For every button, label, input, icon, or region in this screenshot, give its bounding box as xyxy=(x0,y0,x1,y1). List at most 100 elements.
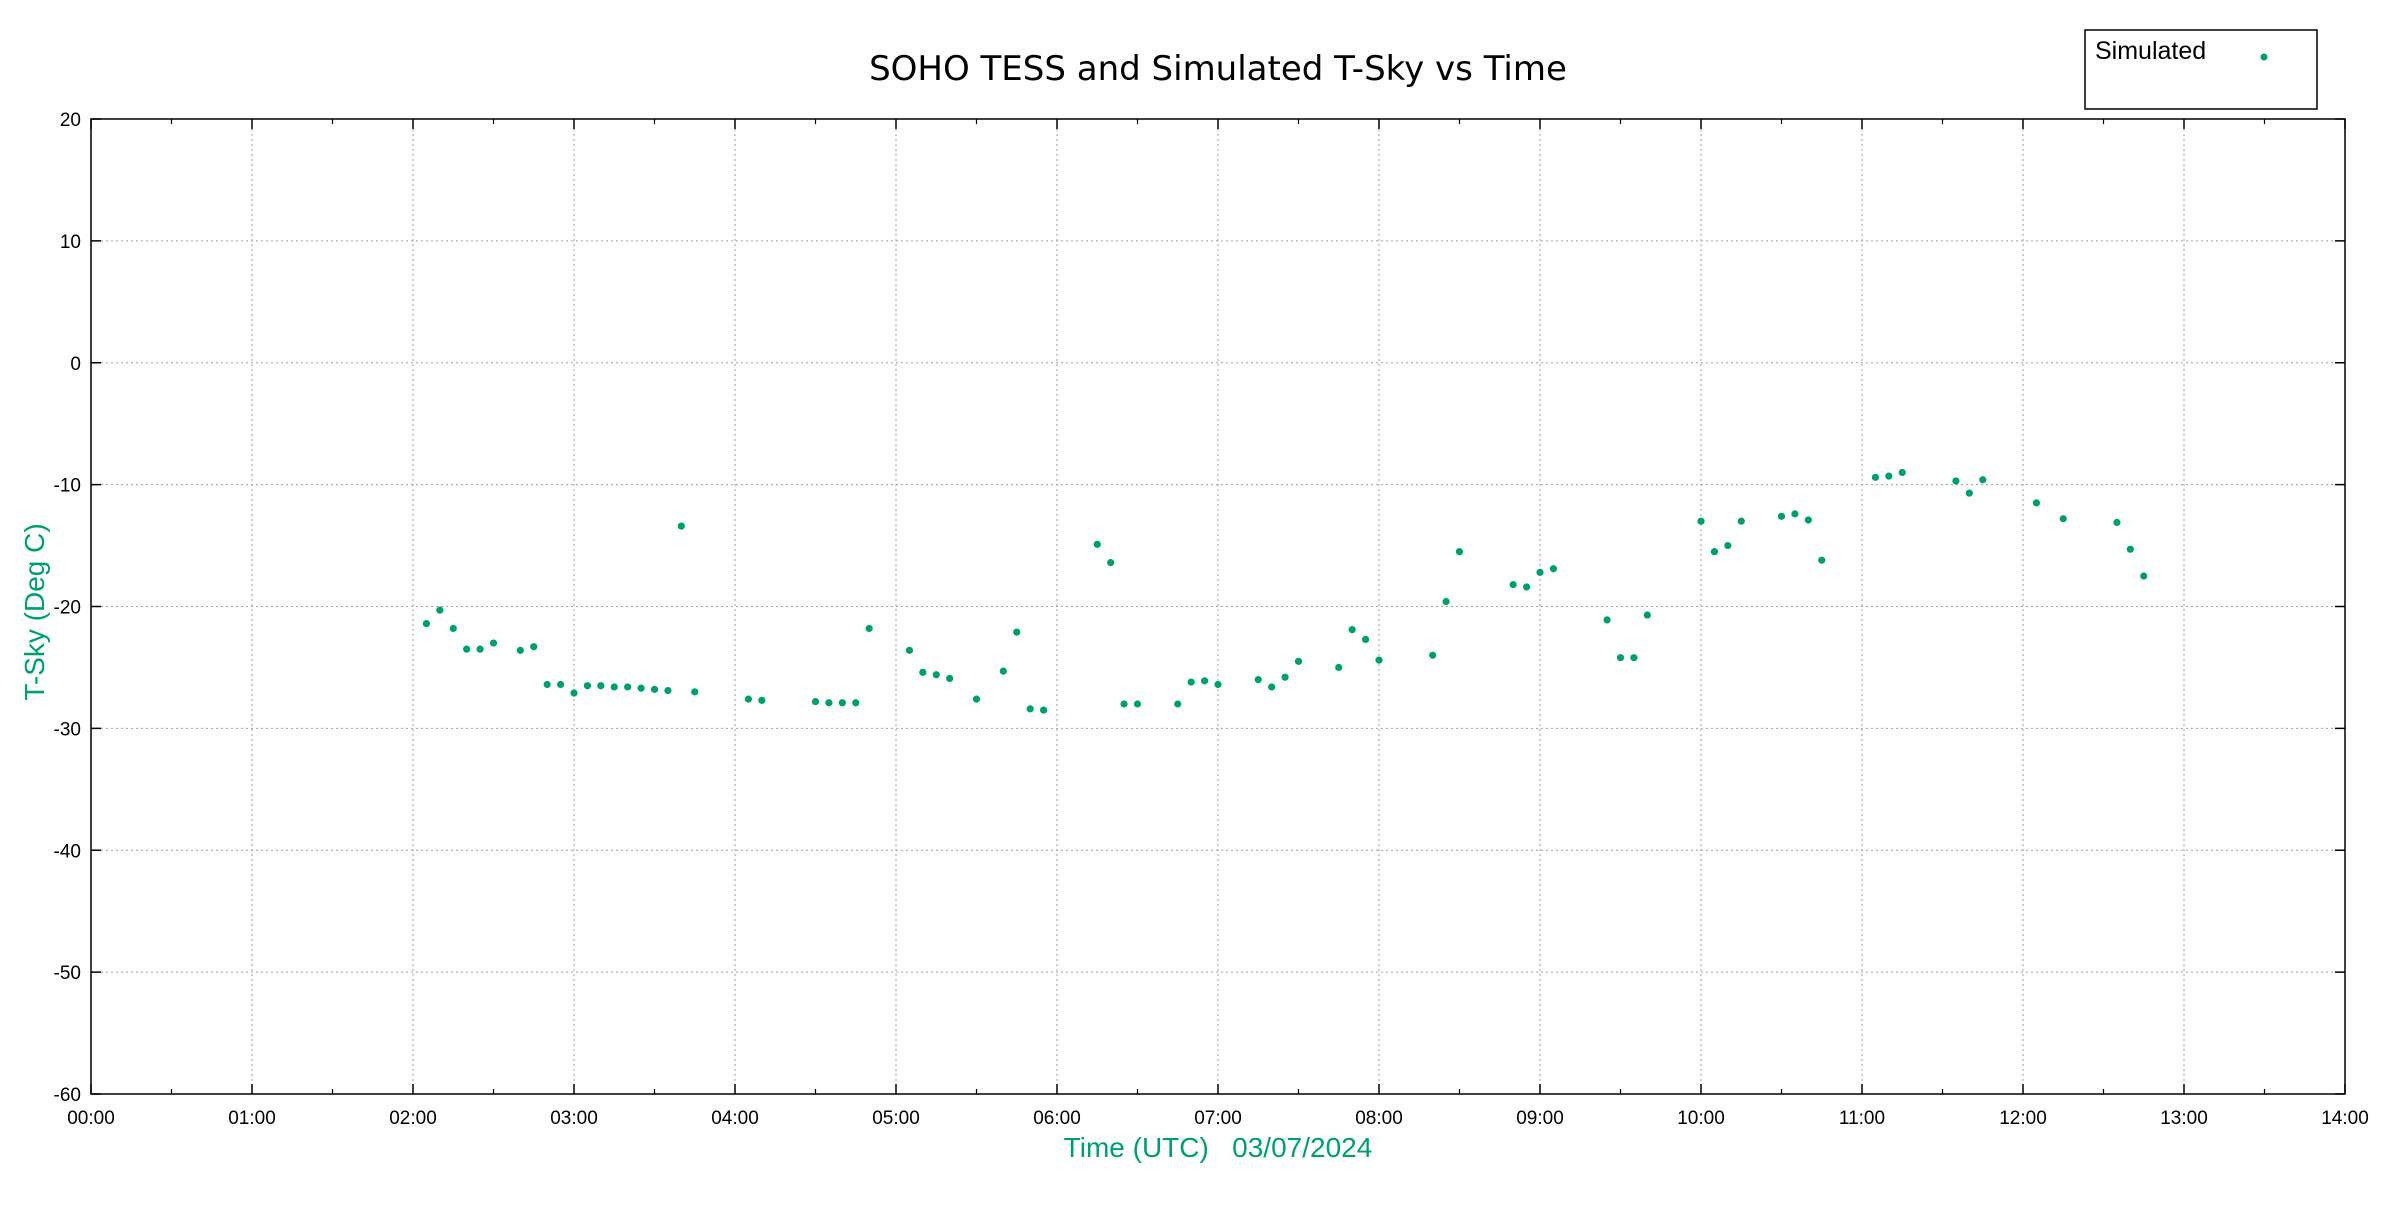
data-point xyxy=(1898,468,1906,477)
data-point xyxy=(1013,628,1021,636)
x-tick-label: 12:00 xyxy=(1999,1108,2047,1129)
y-tick-label: -60 xyxy=(54,1085,81,1106)
data-point xyxy=(677,522,685,530)
data-point xyxy=(2113,518,2121,527)
data-point xyxy=(1871,473,1880,481)
data-point xyxy=(1509,580,1517,589)
data-point xyxy=(825,699,833,707)
data-point xyxy=(972,695,981,703)
data-point xyxy=(1214,680,1222,689)
y-tick-label: -40 xyxy=(54,841,81,862)
data-point xyxy=(2140,572,2148,580)
data-point xyxy=(1804,516,1812,524)
data-point xyxy=(624,683,632,691)
data-point xyxy=(2126,545,2134,553)
x-tick-label: 01:00 xyxy=(228,1108,276,1129)
data-point xyxy=(919,668,927,676)
data-point xyxy=(1737,517,1745,525)
x-tick-label: 00:00 xyxy=(67,1108,115,1129)
data-point xyxy=(1724,541,1732,550)
x-axis-title: Time (UTC) 03/07/2024 xyxy=(1064,1132,1373,1163)
y-tick-label: 10 xyxy=(60,232,81,253)
data-point xyxy=(1522,583,1531,591)
grid-lines xyxy=(91,119,2345,1094)
data-point xyxy=(543,680,551,689)
data-point xyxy=(1268,683,1276,691)
x-tick-label: 04:00 xyxy=(711,1108,759,1129)
data-point xyxy=(2032,499,2041,507)
y-tick-label: 20 xyxy=(60,110,81,131)
data-point xyxy=(1616,654,1625,662)
x-tick-label: 11:00 xyxy=(1839,1108,1885,1129)
data-point xyxy=(610,683,618,691)
x-tick-label: 09:00 xyxy=(1516,1108,1564,1129)
data-point xyxy=(1429,651,1437,659)
data-point xyxy=(583,682,592,690)
data-point xyxy=(1375,656,1383,664)
data-point xyxy=(1348,626,1356,634)
data-points xyxy=(422,468,2148,714)
data-point xyxy=(691,688,699,696)
plot-frame xyxy=(90,118,2346,1095)
chart-title: SOHO TESS and Simulated T-Sky vs Time xyxy=(869,49,1567,89)
x-tick-label: 13:00 xyxy=(2160,1108,2208,1129)
data-point xyxy=(1281,673,1289,681)
data-point xyxy=(422,619,431,628)
data-point xyxy=(664,686,672,695)
data-point xyxy=(865,624,873,633)
y-tick-label: -30 xyxy=(54,719,81,740)
data-point xyxy=(637,684,645,692)
x-tick-label: 03:00 xyxy=(550,1108,598,1129)
data-point xyxy=(1361,635,1370,644)
data-point xyxy=(1643,611,1651,619)
data-point xyxy=(476,645,484,653)
x-tick-label: 07:00 xyxy=(1194,1108,1242,1129)
data-point xyxy=(1442,598,1450,606)
y-tick-label: 0 xyxy=(70,354,81,375)
data-point xyxy=(1536,568,1544,576)
data-point xyxy=(449,624,457,633)
data-point xyxy=(516,646,524,654)
data-point xyxy=(1965,489,1973,497)
data-point xyxy=(1603,616,1611,624)
x-tick-label: 06:00 xyxy=(1033,1108,1081,1129)
legend-box xyxy=(2084,29,2318,110)
data-point xyxy=(838,699,846,707)
data-point xyxy=(1120,700,1128,708)
data-point xyxy=(1039,706,1048,714)
data-point xyxy=(1174,700,1182,708)
data-point xyxy=(1093,540,1101,548)
data-point xyxy=(1026,705,1034,713)
data-point xyxy=(2059,515,2067,523)
data-point xyxy=(932,671,940,679)
data-point xyxy=(905,646,914,654)
data-point xyxy=(570,689,578,697)
data-point xyxy=(1133,700,1142,708)
data-point xyxy=(1187,678,1195,686)
data-point xyxy=(650,685,659,693)
data-point xyxy=(1455,548,1464,556)
y-tick-label: -20 xyxy=(54,598,81,619)
x-tick-label: 10:00 xyxy=(1677,1108,1725,1129)
y-tick-label: -50 xyxy=(54,963,81,984)
axis-tick-labels: 00:00 01:00 02:00 03:00 04:00 05:00 06:00 07:00… xyxy=(54,110,2369,1129)
data-point xyxy=(1630,654,1638,662)
data-point xyxy=(758,696,766,704)
data-point xyxy=(1335,663,1343,672)
y-tick-label: -10 xyxy=(54,476,81,497)
data-point xyxy=(1107,559,1115,567)
data-point xyxy=(1254,676,1262,684)
x-tick-label: 08:00 xyxy=(1355,1108,1403,1129)
data-point xyxy=(1885,472,1893,480)
data-point xyxy=(1818,556,1826,564)
data-point xyxy=(1294,657,1303,665)
data-point xyxy=(597,682,605,690)
data-point xyxy=(1697,517,1705,525)
data-point xyxy=(999,667,1007,675)
data-point xyxy=(811,697,820,706)
data-point xyxy=(530,643,538,651)
x-tick-label: 05:00 xyxy=(872,1108,920,1129)
x-tick-label: 14:00 xyxy=(2321,1108,2369,1129)
data-point xyxy=(1791,510,1799,518)
